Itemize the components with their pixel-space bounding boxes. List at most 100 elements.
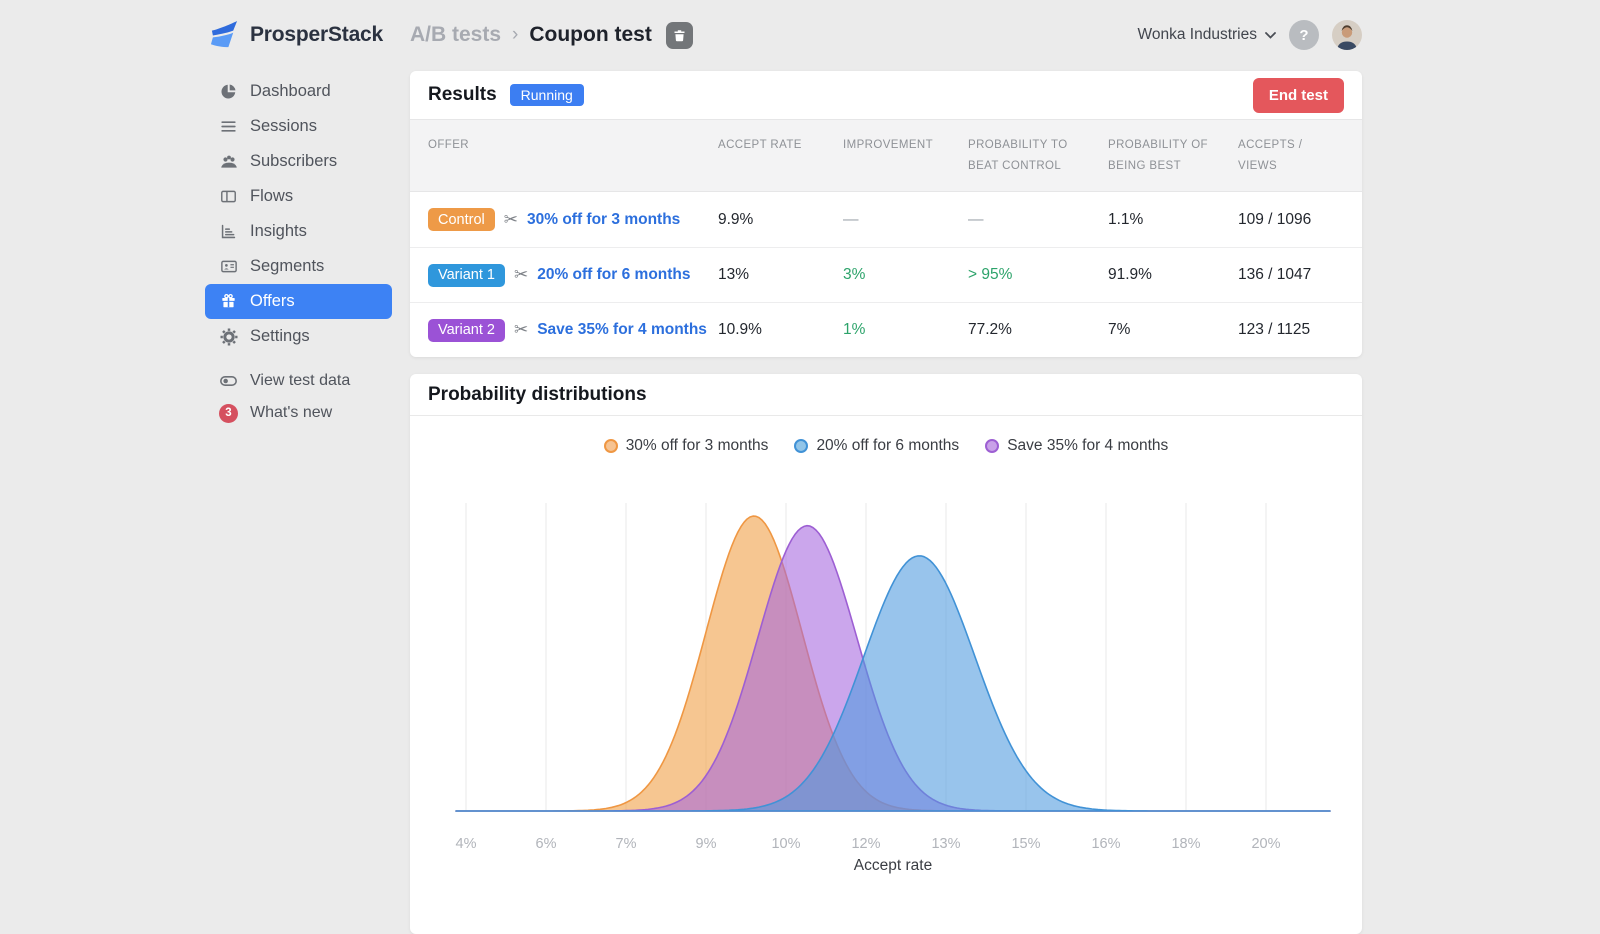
accept-rate-cell: 13% [718, 266, 750, 283]
breadcrumb-separator: › [512, 24, 519, 45]
accept-rate-cell: 10.9% [718, 321, 762, 338]
column-header: ACCEPT RATE [718, 139, 802, 151]
insights-icon [218, 222, 239, 241]
whats-new-count: 3 [219, 403, 238, 423]
svg-text:9%: 9% [696, 836, 717, 852]
accepts-views-cell: 109 / 1096 [1238, 210, 1312, 228]
dashboard-icon [218, 82, 239, 101]
main-content: Results Running End test OFFER ACCEPT RA… [410, 71, 1362, 934]
status-badge: Running [509, 84, 584, 106]
svg-text:16%: 16% [1091, 836, 1120, 852]
being-best-cell: 91.9% [1108, 266, 1152, 283]
end-test-button[interactable]: End test [1252, 77, 1344, 113]
sidebar-item-label: Sessions [250, 117, 317, 135]
probability-distributions-chart: 4% 6% 7% 9% 10% 12% 13% 15% 16% 18% 20% Accept rate [455, 503, 1331, 874]
legend-marker [603, 439, 618, 453]
improvement-cell: 3% [843, 266, 866, 283]
svg-text:7%: 7% [616, 836, 637, 852]
results-table-header: OFFER ACCEPT RATE IMPROVEMENT PROBABILIT… [410, 119, 1362, 192]
trash-icon [672, 28, 687, 43]
sidebar-item-dashboard[interactable]: Dashboard [205, 74, 392, 109]
org-switcher[interactable]: Wonka Industries [1138, 26, 1276, 44]
scissors-icon: ✂ [513, 320, 529, 339]
results-header: Results Running End test [410, 71, 1362, 119]
legend-marker [985, 439, 1000, 453]
svg-text:12%: 12% [851, 836, 880, 852]
table-row: Control ✂ 30% off for 3 months 9.9% — — … [410, 192, 1362, 247]
offer-cell: Control ✂ 30% off for 3 months [428, 208, 718, 231]
offer-link[interactable]: 30% off for 3 months [527, 210, 681, 228]
column-header: PROBABILITY TO BEAT CONTROL [968, 139, 1068, 172]
sidebar-item-label: Offers [250, 292, 295, 310]
legend-label: 20% off for 6 months [816, 437, 960, 454]
being-best-cell: 7% [1108, 321, 1131, 338]
being-best-cell: 1.1% [1108, 210, 1144, 228]
svg-text:15%: 15% [1011, 836, 1040, 852]
sidebar-item-segments[interactable]: Segments [205, 249, 392, 284]
breadcrumb: A/B tests › Coupon test [410, 17, 693, 53]
sidebar-item-settings[interactable]: Settings [205, 319, 392, 354]
sidebar: Dashboard Sessions Subscribers [205, 74, 392, 429]
subscribers-icon [218, 152, 239, 172]
prosperstack-logo-icon [208, 19, 241, 50]
variant-badge: Variant 2 [428, 318, 505, 342]
svg-text:6%: 6% [536, 836, 557, 852]
offer-link[interactable]: Save 35% for 4 months [537, 321, 707, 338]
column-header: ACCEPTS / VIEWS [1238, 139, 1303, 172]
improvement-cell: — [843, 210, 859, 228]
chevron-down-icon [1265, 31, 1276, 39]
accepts-views-cell: 136 / 1047 [1238, 266, 1312, 283]
column-header: PROBABILITY OF BEING BEST [1108, 139, 1208, 172]
sidebar-item-insights[interactable]: Insights [205, 214, 392, 249]
brand-name: ProsperStack [250, 22, 384, 46]
sidebar-item-label: Flows [250, 187, 294, 205]
sidebar-item-label: Insights [250, 222, 307, 240]
svg-text:4%: 4% [456, 836, 477, 852]
table-row: Variant 2 ✂ Save 35% for 4 months 10.9% … [410, 302, 1362, 357]
legend-item: 20% off for 6 months [794, 437, 959, 455]
segments-icon [218, 257, 239, 276]
topbar: ProsperStack A/B tests › Coupon test Won… [0, 0, 1600, 71]
topbar-right: Wonka Industries ? [1138, 20, 1362, 50]
offer-link[interactable]: 20% off for 6 months [537, 266, 691, 283]
delete-test-button[interactable] [665, 21, 693, 49]
whats-new-link[interactable]: 3 What's new [205, 397, 392, 429]
sidebar-item-label: View test data [250, 372, 351, 389]
sessions-icon [218, 117, 239, 136]
table-row: Variant 1 ✂ 20% off for 6 months 13% 3% … [410, 247, 1362, 302]
question-mark-icon: ? [1299, 26, 1309, 44]
avatar[interactable] [1332, 20, 1362, 50]
sidebar-item-subscribers[interactable]: Subscribers [205, 144, 392, 179]
beat-control-cell: 77.2% [968, 321, 1012, 338]
beat-control-cell: — [968, 210, 984, 228]
sidebar-item-offers[interactable]: Offers [205, 284, 392, 319]
chart-legend: 30% off for 3 months 20% off for 6 month… [410, 436, 1362, 456]
toggle-icon [218, 371, 239, 391]
column-header: OFFER [428, 139, 469, 151]
sidebar-item-label: Segments [250, 257, 325, 275]
flows-icon [218, 187, 239, 206]
breadcrumb-section[interactable]: A/B tests [410, 23, 502, 46]
offer-cell: Variant 2 ✂ Save 35% for 4 months [428, 318, 718, 342]
column-header: IMPROVEMENT [843, 139, 934, 151]
scissors-icon: ✂ [503, 209, 518, 229]
view-test-data-toggle[interactable]: View test data [205, 365, 392, 397]
help-button[interactable]: ? [1289, 20, 1319, 50]
notification-badge: 3 [218, 403, 239, 423]
brand[interactable]: ProsperStack [208, 19, 383, 50]
org-name: Wonka Industries [1137, 26, 1257, 43]
distributions-card: Probability distributions 30% off for 3 … [410, 374, 1362, 934]
results-card: Results Running End test OFFER ACCEPT RA… [410, 71, 1362, 357]
sidebar-item-sessions[interactable]: Sessions [205, 109, 392, 144]
accepts-views-cell: 123 / 1125 [1238, 321, 1311, 338]
legend-label: Save 35% for 4 months [1007, 437, 1169, 454]
svg-text:13%: 13% [931, 836, 960, 852]
gear-icon [218, 327, 239, 347]
sidebar-item-flows[interactable]: Flows [205, 179, 392, 214]
page-title: Coupon test [529, 23, 652, 46]
sidebar-item-label: What's new [250, 404, 333, 421]
variant-badge: Control [428, 208, 495, 231]
accept-rate-cell: 9.9% [718, 210, 754, 228]
offer-cell: Variant 1 ✂ 20% off for 6 months [428, 263, 718, 287]
